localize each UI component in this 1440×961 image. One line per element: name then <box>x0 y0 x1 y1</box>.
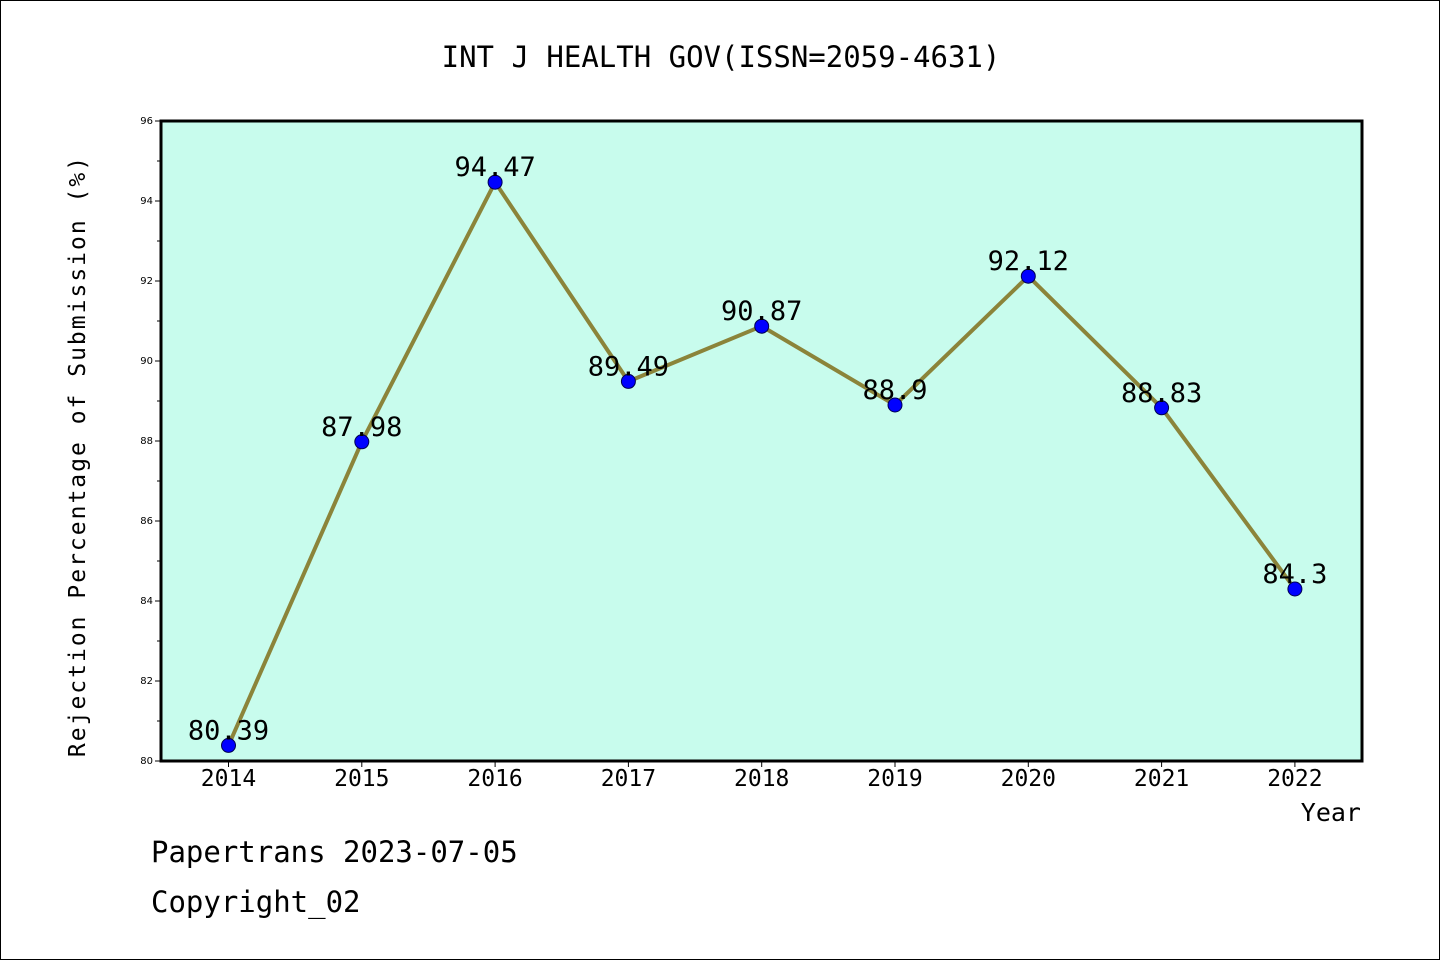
y-tick-label: 88 <box>140 436 153 447</box>
data-point <box>221 737 236 753</box>
x-tick-label: 2014 <box>201 766 256 792</box>
data-point <box>620 373 636 389</box>
footer-copyright-text: Copyright_02 <box>151 885 361 919</box>
data-label: 88.9 <box>862 375 927 406</box>
y-tick-label: 90 <box>140 356 153 367</box>
x-tick-label: 2020 <box>1001 766 1056 792</box>
y-axis: 80 82 84 86 88 90 92 94 96 <box>140 116 161 767</box>
y-tick-label: 86 <box>140 516 153 527</box>
data-point <box>754 318 770 334</box>
x-tick-label: 2021 <box>1134 766 1189 792</box>
y-tick-label: 94 <box>140 196 153 207</box>
data-label: 94.47 <box>454 152 535 183</box>
data-point <box>887 397 903 413</box>
y-tick-label: 92 <box>140 276 153 287</box>
x-tick-label: 2018 <box>734 766 789 792</box>
y-tick-label: 80 <box>140 756 153 767</box>
y-axis-label: Rejection Percentage of Submission (%) <box>65 155 91 757</box>
x-tick-label: 2022 <box>1267 766 1322 792</box>
x-tick-label: 2016 <box>467 766 522 792</box>
data-label: 84.3 <box>1262 559 1327 590</box>
x-axis-label: Year <box>1301 798 1361 827</box>
data-label: 88.83 <box>1121 378 1202 409</box>
chart-title: INT J HEALTH GOV(ISSN=2059-4631) <box>442 40 1001 74</box>
data-point <box>1287 581 1303 597</box>
data-point <box>1020 268 1036 284</box>
series-group: 80.39 87.98 94.47 89.49 90.87 88.9 92.12 88.83 8… <box>188 152 1327 753</box>
y-tick-label: 96 <box>140 116 153 127</box>
data-point <box>1154 400 1170 416</box>
data-label: 90.87 <box>721 296 802 327</box>
footer-date-text: Papertrans 2023-07-05 <box>151 835 518 869</box>
data-label: 92.12 <box>988 246 1069 277</box>
x-tick-label: 2017 <box>601 766 656 792</box>
x-axis: 2014 2015 2016 2017 2018 2019 2020 2021 2022 <box>201 761 1323 792</box>
data-label: 89.49 <box>588 351 669 382</box>
x-tick-label: 2015 <box>334 766 389 792</box>
data-label: 87.98 <box>321 412 402 443</box>
x-tick-label: 2019 <box>867 766 922 792</box>
data-point <box>487 174 503 190</box>
y-tick-label: 84 <box>140 596 153 607</box>
data-point <box>354 434 370 450</box>
y-tick-label: 82 <box>140 676 153 687</box>
data-label: 80.39 <box>188 715 269 746</box>
